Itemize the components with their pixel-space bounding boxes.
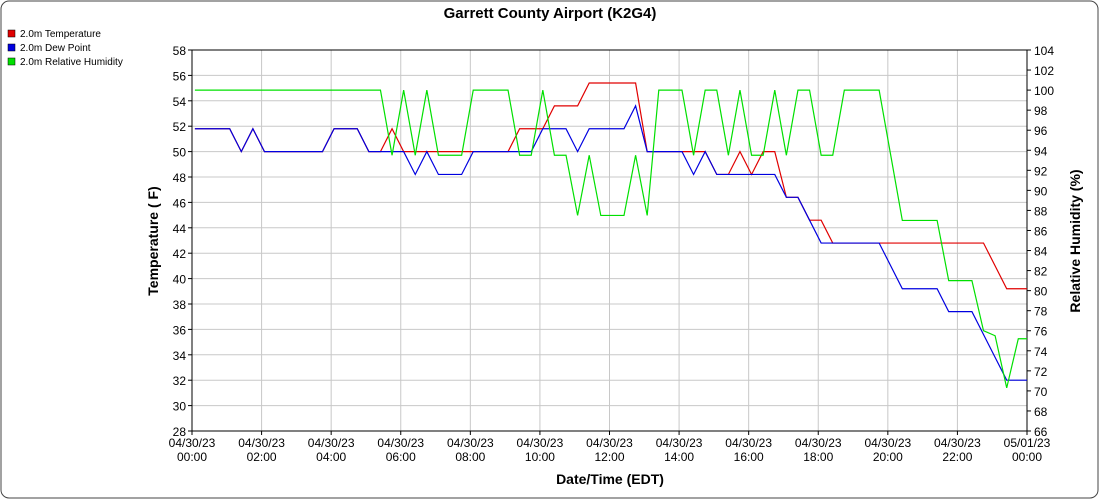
y2-tick-label: 68 xyxy=(1034,405,1048,419)
y-axis-title: Temperature ( F) xyxy=(145,186,161,295)
legend-swatch xyxy=(7,29,16,38)
x-tick-label: 04/30/23 04:00 xyxy=(308,436,355,464)
series-line xyxy=(194,89,1027,389)
x-tick-label: 04/30/23 22:00 xyxy=(934,436,981,464)
y2-tick-label: 70 xyxy=(1034,385,1048,399)
legend-label: 2.0m Relative Humidity xyxy=(20,57,123,68)
y2-tick-label: 78 xyxy=(1034,305,1048,319)
x-tick-label: 04/30/23 16:00 xyxy=(725,436,772,464)
y-tick-label: 36 xyxy=(173,323,187,337)
y2-tick-label: 82 xyxy=(1034,265,1048,279)
x-tick-label: 04/30/23 10:00 xyxy=(517,436,564,464)
y-tick-label: 54 xyxy=(173,95,187,109)
x-tick-label: 04/30/23 02:00 xyxy=(238,436,285,464)
legend-swatch xyxy=(7,57,16,66)
y-tick-label: 40 xyxy=(173,273,187,287)
y2-tick-label: 76 xyxy=(1034,325,1048,339)
plot-frame xyxy=(191,49,1028,432)
y-tick-label: 28 xyxy=(173,425,187,439)
x-tick-label: 04/30/23 20:00 xyxy=(864,436,911,464)
x-tick-label: 04/30/23 14:00 xyxy=(656,436,703,464)
y-tick-label: 42 xyxy=(173,247,187,261)
series-line xyxy=(194,104,1027,381)
y2-tick-label: 94 xyxy=(1034,144,1048,158)
chart-title: Garrett County Airport (K2G4) xyxy=(444,5,657,22)
y2-tick-label: 100 xyxy=(1034,84,1054,98)
y-tick-label: 32 xyxy=(173,374,187,388)
y2-tick-label: 90 xyxy=(1034,184,1048,198)
y2-tick-label: 86 xyxy=(1034,224,1048,238)
y-tick-label: 34 xyxy=(173,349,187,363)
y2-tick-label: 92 xyxy=(1034,164,1048,178)
x-axis-title: Date/Time (EDT) xyxy=(556,471,664,487)
y2-tick-label: 74 xyxy=(1034,345,1048,359)
y2-tick-label: 66 xyxy=(1034,425,1048,439)
y2-tick-label: 72 xyxy=(1034,365,1048,379)
x-tick-label: 04/30/23 06:00 xyxy=(377,436,424,464)
x-tick-label: 04/30/23 12:00 xyxy=(586,436,633,464)
y-tick-label: 58 xyxy=(173,44,187,58)
y-tick-label: 30 xyxy=(173,400,187,414)
y2-axis-title: Relative Humidity (%) xyxy=(1067,169,1083,312)
y-tick-label: 56 xyxy=(173,69,187,83)
x-tick-label: 04/30/23 18:00 xyxy=(795,436,842,464)
y2-tick-label: 84 xyxy=(1034,245,1048,259)
legend-swatch xyxy=(7,43,16,52)
y2-tick-label: 80 xyxy=(1034,285,1048,299)
x-tick-label: 04/30/23 08:00 xyxy=(447,436,494,464)
y-tick-label: 44 xyxy=(173,222,187,236)
x-tick-label: 04/30/23 00:00 xyxy=(169,436,216,464)
y-tick-label: 52 xyxy=(173,120,187,134)
y2-tick-label: 98 xyxy=(1034,104,1048,118)
y-tick-label: 38 xyxy=(173,298,187,312)
legend-label: 2.0m Temperature xyxy=(20,29,101,40)
y-tick-label: 48 xyxy=(173,171,187,185)
y-tick-label: 50 xyxy=(173,146,187,160)
y2-tick-label: 104 xyxy=(1034,44,1054,58)
y2-tick-label: 102 xyxy=(1034,64,1054,78)
y2-tick-label: 96 xyxy=(1034,124,1048,138)
y-tick-label: 46 xyxy=(173,196,187,210)
x-tick-label: 05/01/23 00:00 xyxy=(1004,436,1051,464)
legend-label: 2.0m Dew Point xyxy=(20,43,91,54)
y2-tick-label: 88 xyxy=(1034,204,1048,218)
